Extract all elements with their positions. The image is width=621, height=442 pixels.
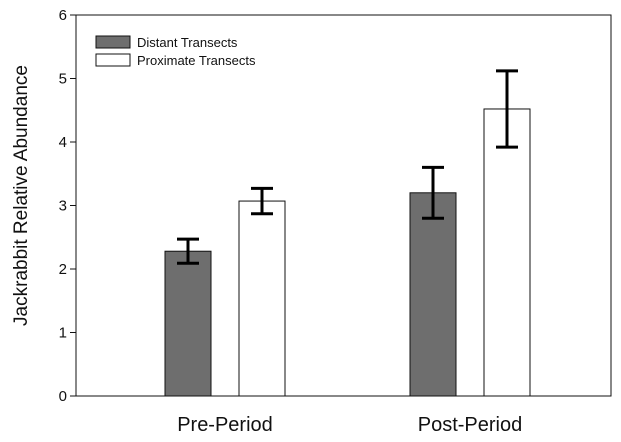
bar-distant-transects-pre-period: [164, 250, 212, 397]
bar-proximate-transects-post-period: [483, 108, 531, 397]
y-tick-label: 3: [59, 198, 67, 215]
plot-frame: [75, 14, 612, 397]
error-bar-proximate-transects-post-period: [496, 69, 518, 149]
y-tick-label: 1: [59, 325, 67, 342]
y-tick-label: 6: [59, 7, 67, 24]
legend-item-distant-transects: Distant Transects: [95, 35, 238, 50]
bars-layer: [164, 108, 531, 397]
error-bar-proximate-transects-pre-period: [251, 186, 273, 216]
legend: Distant Transects Proximate Transects: [95, 35, 256, 68]
y-tick-label: 2: [59, 261, 67, 278]
legend-swatch: [95, 53, 131, 67]
y-tick-label: 4: [59, 134, 67, 151]
error-bars-layer: [177, 69, 518, 265]
y-tick-label: 0: [59, 388, 67, 405]
legend-label: Proximate Transects: [137, 53, 256, 68]
legend-item-proximate-transects: Proximate Transects: [95, 53, 256, 68]
legend-swatch: [95, 35, 131, 49]
y-tick-label: 5: [59, 71, 67, 88]
y-axis-title: Jackrabbit Relative Abundance: [11, 65, 32, 326]
legend-label: Distant Transects: [137, 35, 238, 50]
bar-proximate-transects-pre-period: [238, 200, 286, 397]
x-category-label: Post-Period: [418, 414, 523, 436]
x-category-label: Pre-Period: [177, 414, 273, 436]
error-bar-distant-transects-post-period: [422, 165, 444, 220]
axes-layer: 0 1 2 3 4 5 6 Pre-Period Post-Period: [59, 7, 612, 436]
bar-distant-transects-post-period: [409, 192, 457, 397]
error-bar-distant-transects-pre-period: [177, 237, 199, 265]
